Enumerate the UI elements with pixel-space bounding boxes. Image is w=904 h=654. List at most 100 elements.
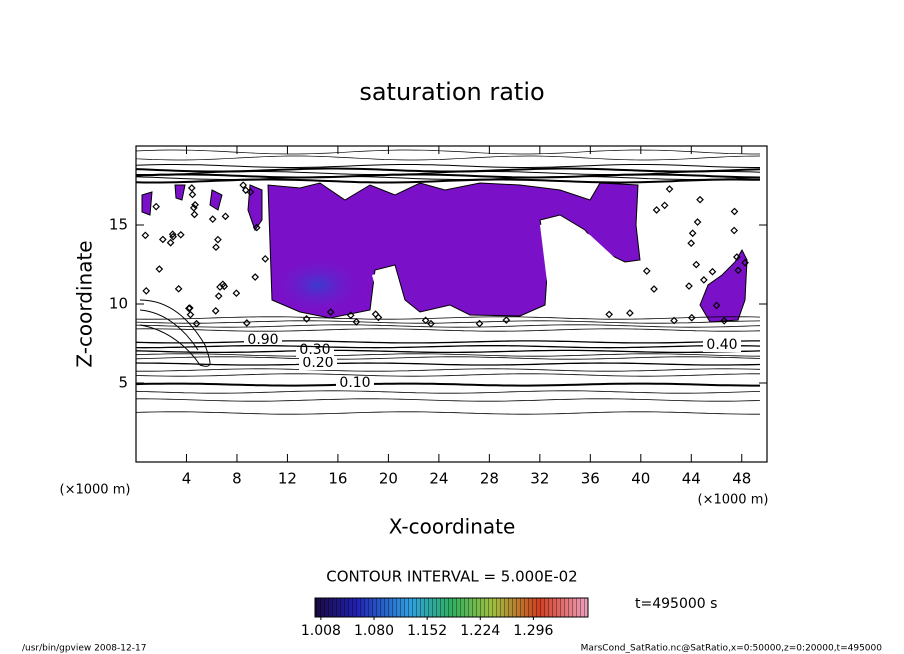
contour-line	[135, 176, 761, 180]
speckle	[251, 273, 260, 281]
speckle	[688, 229, 697, 238]
speckle	[241, 186, 250, 195]
filled-region	[174, 184, 186, 201]
contour-line	[135, 167, 761, 173]
colorbar-label: 1.080	[354, 623, 394, 639]
speckle	[642, 267, 651, 275]
contour-line	[135, 178, 761, 184]
contour-line	[135, 390, 761, 394]
contour-label: 0.40	[706, 337, 737, 353]
x-tick-label: 24	[429, 470, 448, 488]
speckle	[261, 255, 270, 263]
contour-line	[139, 299, 211, 367]
contour-level	[135, 362, 761, 366]
speckle	[141, 231, 150, 240]
x-tick-label: 20	[379, 470, 398, 488]
contour-label: 0.10	[339, 375, 370, 391]
x-tick-label: 8	[232, 470, 242, 488]
speckle	[741, 258, 749, 267]
speckle	[346, 311, 355, 320]
x-tick-label: 48	[732, 470, 751, 488]
x-tick-label: 28	[480, 470, 499, 488]
speckle	[720, 316, 729, 325]
speckle	[733, 253, 741, 261]
filled-region	[247, 184, 263, 232]
clear-region	[540, 218, 625, 300]
speckle	[211, 307, 220, 315]
y-tick-label: 15	[109, 216, 128, 234]
speckle	[670, 316, 678, 325]
x-tick-label: 32	[530, 470, 549, 488]
x-unit: (×1000 m)	[698, 493, 769, 508]
speckle	[176, 230, 185, 239]
colorbar-label: 1.152	[407, 623, 447, 639]
contour-line	[135, 155, 761, 161]
speckle	[168, 230, 177, 239]
speckle	[685, 282, 693, 290]
footer-right: MarsCond_SatRatio.nc@SatRatio,x=0:50000,…	[581, 644, 883, 654]
contour-level	[135, 349, 761, 354]
filled-region	[141, 191, 153, 216]
contour-line	[135, 411, 760, 415]
speckle	[692, 260, 701, 269]
speckle	[174, 284, 183, 293]
speckle	[232, 289, 241, 298]
speckle	[212, 243, 220, 252]
speckle	[221, 212, 230, 221]
contour-line	[135, 320, 761, 324]
contour-line	[135, 328, 761, 332]
contour-line	[135, 316, 761, 320]
contour-line	[136, 368, 761, 372]
y-unit: (×1000 m)	[60, 483, 131, 498]
speckle	[220, 282, 229, 291]
label-bg	[299, 356, 337, 370]
contour-line	[135, 353, 761, 357]
speckle	[252, 223, 261, 232]
colorbar-stripes	[315, 598, 588, 617]
speckle	[712, 301, 721, 310]
plot-area: 0.100.200.300.90 0.404 8 12 16 20 24 28 32 36 40 44…	[109, 145, 768, 488]
x-tick-label: 16	[328, 470, 347, 488]
speckle	[427, 319, 435, 328]
x-tick-label: 44	[682, 470, 701, 488]
colorbar-label: 1.296	[513, 623, 553, 639]
speckle	[687, 313, 696, 322]
speckle	[693, 218, 702, 226]
speckle	[155, 265, 164, 273]
speckle	[626, 309, 634, 317]
x-tick-label: 40	[631, 470, 650, 488]
contour-label: 0.30	[299, 342, 330, 358]
speckle	[475, 319, 484, 328]
y-tick-label: 5	[118, 374, 128, 392]
speckle	[696, 195, 704, 204]
speckle	[734, 266, 743, 275]
speckle	[188, 190, 197, 199]
speckle	[421, 316, 430, 325]
contour-line	[135, 324, 761, 328]
y-axis-label: Z-coordinate	[73, 240, 97, 367]
contour-label: 0.90	[247, 332, 278, 348]
time-label: t=495000 s	[635, 596, 717, 612]
x-tick-label: 36	[581, 470, 600, 488]
contour-line	[135, 173, 761, 179]
speckle	[187, 184, 196, 192]
speckle	[185, 304, 193, 313]
speckle	[687, 239, 696, 248]
contour-line	[136, 171, 761, 175]
label-bg	[244, 333, 282, 347]
contour-line	[139, 309, 199, 351]
speckle	[371, 310, 380, 318]
contour-line	[135, 373, 760, 377]
speckle	[502, 316, 511, 324]
speckle	[158, 235, 167, 244]
contour-line	[135, 149, 760, 155]
filled-region	[699, 248, 748, 323]
speckle	[142, 287, 151, 295]
speckle	[605, 310, 613, 319]
x-tick-label: 12	[278, 470, 297, 488]
speckle	[166, 238, 175, 247]
colorbar: 1.008 1.080 1.152 1.224 1.296	[301, 597, 589, 639]
speckle	[214, 292, 223, 300]
label-bg	[336, 376, 374, 390]
contour-level	[135, 345, 761, 349]
